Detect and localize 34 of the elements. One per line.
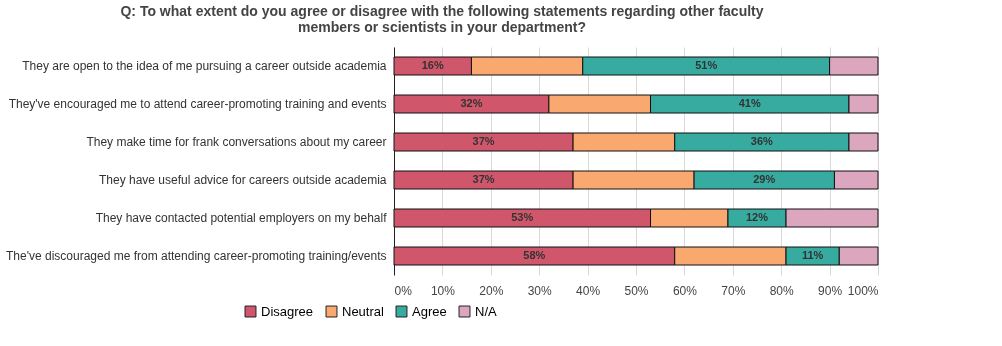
data-label: 51% <box>695 59 718 71</box>
y-tick-label: They are open to the idea of me pursuing a career outside academia <box>22 59 387 73</box>
x-tick-label: 20% <box>479 283 504 298</box>
x-tick-label: 90% <box>818 283 843 298</box>
data-label: 11% <box>801 249 824 261</box>
legend-label: Disagree <box>261 303 314 319</box>
x-tick-label: 30% <box>527 283 553 298</box>
data-label: 41% <box>738 97 761 109</box>
data-label: 32% <box>460 97 483 109</box>
legend-label: Neutral <box>342 303 385 319</box>
data-label: 53% <box>511 211 534 223</box>
data-label: 58% <box>523 249 546 261</box>
data-label: 29% <box>753 173 776 185</box>
y-tick-label: They have contacted potential employers on my behalf <box>95 211 388 225</box>
chart-title: Q: To what extent do you agree or disagree with the following statements regarding other faculty members or scientists in your department? <box>120 3 764 35</box>
x-tick-label: 0% <box>394 283 413 298</box>
data-label: 12% <box>745 211 769 223</box>
x-tick-label: 100% <box>847 283 879 298</box>
y-tick-label: They make time for frank conversations about my career <box>86 135 387 149</box>
data-label: 36% <box>750 135 774 147</box>
legend-label: N/A <box>475 303 497 319</box>
y-tick-label: The've discouraged me from attending career-promoting training/events <box>6 249 387 263</box>
x-tick-label: 70% <box>721 283 746 298</box>
legend-label: Agree <box>412 303 447 319</box>
x-tick-label: 40% <box>576 283 601 298</box>
data-label: 37% <box>472 173 495 185</box>
x-tick-label: 60% <box>672 283 698 298</box>
y-tick-label: They've encouraged me to attend career-promoting training and events <box>8 97 387 111</box>
y-tick-label: They have useful advice for careers outside academia <box>99 173 387 187</box>
x-tick-label: 80% <box>769 283 795 298</box>
data-label: 37% <box>472 135 495 147</box>
x-tick-label: 50% <box>624 283 649 298</box>
data-label: 16% <box>421 59 444 71</box>
x-tick-label: 10% <box>430 283 456 298</box>
